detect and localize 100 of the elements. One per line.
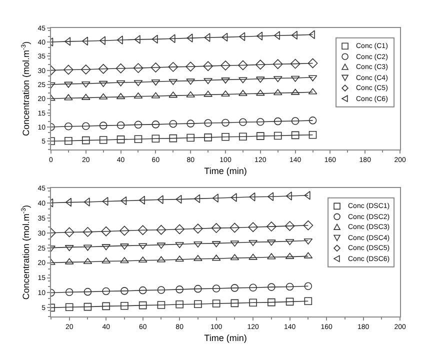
point: [120, 302, 128, 310]
point: [81, 81, 90, 88]
point: [176, 286, 184, 294]
point: [157, 286, 166, 294]
point: [169, 120, 178, 128]
point: [204, 119, 212, 127]
point: [239, 132, 247, 141]
point: [212, 300, 220, 308]
point: [192, 224, 203, 234]
point: [152, 120, 160, 128]
point: [249, 284, 257, 292]
point: [82, 36, 88, 46]
point: [203, 61, 214, 72]
point: [238, 60, 248, 70]
point: [138, 256, 148, 263]
point: [186, 134, 194, 142]
point: [116, 36, 123, 44]
point: [256, 118, 264, 126]
point: [80, 64, 91, 74]
point: [82, 226, 93, 237]
point: [230, 284, 239, 292]
point: [64, 136, 72, 145]
point: [248, 240, 258, 246]
point: [84, 198, 90, 206]
point: [152, 134, 160, 142]
point: [212, 284, 220, 292]
point: [116, 63, 126, 74]
point: [169, 134, 178, 142]
point: [204, 78, 212, 84]
point: [238, 77, 248, 84]
point: [222, 118, 230, 127]
point: [221, 90, 230, 97]
point: [133, 63, 144, 74]
point: [134, 92, 143, 99]
point: [64, 37, 71, 46]
point: [304, 238, 313, 245]
point: [211, 223, 222, 233]
point: [230, 299, 239, 308]
point: [220, 60, 230, 70]
point: [239, 118, 247, 126]
point: [194, 254, 202, 262]
point: [83, 258, 92, 264]
point: [134, 35, 140, 44]
point: [238, 90, 248, 96]
point: [99, 136, 108, 144]
point: [101, 226, 112, 236]
point: [230, 222, 240, 233]
point: [174, 224, 185, 234]
point: [303, 220, 314, 230]
point: [156, 224, 166, 235]
point: [274, 117, 282, 126]
point: [256, 32, 263, 40]
point: [98, 64, 108, 74]
point: [116, 121, 125, 130]
point: [268, 283, 276, 291]
point: [64, 227, 74, 238]
point: [286, 298, 294, 306]
point: [134, 120, 142, 129]
point: [308, 58, 318, 68]
point: [186, 34, 193, 42]
point: [249, 298, 257, 307]
point: [284, 221, 295, 231]
point: [65, 288, 74, 296]
point: [63, 64, 74, 75]
point: [194, 300, 202, 308]
point: [65, 303, 74, 311]
point: [120, 244, 129, 250]
point: [272, 59, 283, 70]
point: [194, 284, 202, 293]
point: [84, 302, 92, 311]
x-axis-title: Time (min): [204, 166, 247, 176]
point: [308, 116, 317, 124]
point: [168, 62, 178, 72]
point: [120, 287, 128, 295]
point: [204, 90, 212, 97]
point: [150, 62, 161, 72]
point: [308, 131, 317, 139]
point: [186, 62, 196, 72]
point: [266, 222, 276, 232]
point: [286, 282, 294, 291]
point: [230, 193, 237, 202]
point: [120, 257, 129, 264]
point: [204, 33, 210, 42]
point: [102, 302, 110, 310]
point: [268, 298, 276, 306]
point: [222, 132, 230, 141]
point: [120, 226, 130, 236]
point: [204, 134, 212, 142]
point: [221, 78, 230, 84]
point: [138, 286, 147, 294]
point: [290, 58, 300, 69]
point: [291, 131, 300, 140]
point: [256, 132, 264, 140]
point: [157, 301, 166, 309]
point: [194, 241, 202, 248]
point: [304, 297, 312, 306]
point: [274, 31, 280, 40]
point: [304, 282, 312, 290]
point: [134, 135, 142, 144]
point: [138, 301, 147, 310]
